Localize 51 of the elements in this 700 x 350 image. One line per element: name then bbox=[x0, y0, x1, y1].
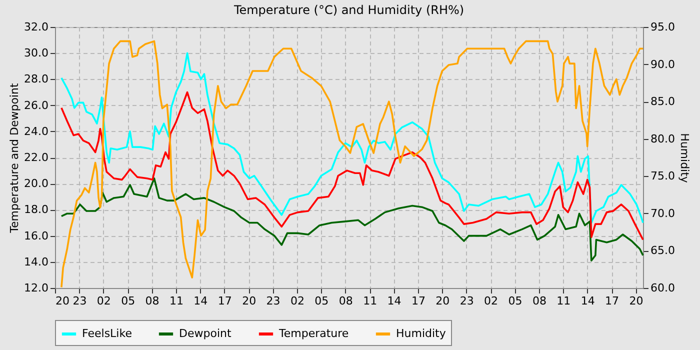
x-tick-label: 20 bbox=[56, 294, 70, 308]
x-tick-label: 14 bbox=[387, 294, 402, 308]
x-tick-label: 05 bbox=[121, 294, 136, 308]
y-tick-label: 14.0 bbox=[24, 255, 48, 268]
x-tick-label: 11 bbox=[556, 294, 571, 308]
x-tick-label: 08 bbox=[145, 294, 160, 308]
x-tick-label: 17 bbox=[218, 294, 232, 308]
y2-tick-label: 85.0 bbox=[650, 95, 675, 108]
y2-tick-label: 60.0 bbox=[650, 282, 675, 294]
x-tick-label: 08 bbox=[338, 294, 353, 308]
y-tick-label: 20.0 bbox=[24, 177, 48, 190]
x-tick-label: 20 bbox=[629, 294, 644, 308]
legend-label: Humidity bbox=[396, 327, 446, 340]
y2-tick-label: 75.0 bbox=[650, 170, 675, 183]
x-tick-label: 11 bbox=[169, 294, 184, 308]
y-tick-label: 18.0 bbox=[24, 203, 48, 216]
x-tick-label: 08 bbox=[532, 294, 546, 308]
y-tick-label: 26.0 bbox=[24, 98, 48, 112]
legend-label: FeelsLike bbox=[82, 327, 132, 340]
x-tick-label: 05 bbox=[508, 294, 522, 308]
x-tick-label: 20 bbox=[436, 294, 450, 308]
x-tick-label: 11 bbox=[363, 294, 378, 308]
y-tick-label: 24.0 bbox=[24, 124, 48, 138]
chart-title: Temperature (°C) and Humidity (RH%) bbox=[232, 3, 464, 17]
x-tick-label: 23 bbox=[460, 294, 474, 308]
y-tick-label: 28.0 bbox=[24, 72, 48, 86]
x-tick-label: 02 bbox=[484, 294, 498, 308]
x-tick-label: 14 bbox=[194, 294, 208, 308]
x-tick-label: 02 bbox=[290, 294, 304, 308]
y2-tick-label: 80.0 bbox=[650, 132, 675, 146]
y2-tick-label: 90.0 bbox=[650, 58, 675, 71]
y2-tick-label: 95.0 bbox=[650, 20, 675, 34]
x-tick-label: 05 bbox=[314, 294, 329, 308]
y-tick-label: 30.0 bbox=[24, 46, 48, 60]
y-tick-label: 16.0 bbox=[24, 229, 48, 242]
y2-tick-label: 70.0 bbox=[650, 206, 675, 220]
y2-tick-label: 65.0 bbox=[650, 244, 675, 258]
legend-label: Dewpoint bbox=[179, 327, 232, 340]
x-tick-label: 20 bbox=[242, 294, 256, 308]
x-tick-label: 02 bbox=[96, 294, 111, 308]
x-tick-label: 17 bbox=[605, 294, 620, 308]
y-tick-label: 22.0 bbox=[24, 151, 48, 164]
y-axis-title: Temperature and Dewpoint bbox=[8, 82, 22, 234]
y2-axis-title: Humidity bbox=[678, 133, 691, 184]
x-tick-label: 14 bbox=[580, 294, 595, 308]
y-tick-label: 32.0 bbox=[24, 20, 48, 34]
x-tick-label: 23 bbox=[266, 294, 280, 308]
legend-label: Temperature bbox=[278, 327, 349, 340]
x-tick-label: 17 bbox=[411, 294, 426, 308]
x-tick-label: 23 bbox=[72, 294, 87, 308]
y-tick-label: 12.0 bbox=[24, 282, 48, 294]
